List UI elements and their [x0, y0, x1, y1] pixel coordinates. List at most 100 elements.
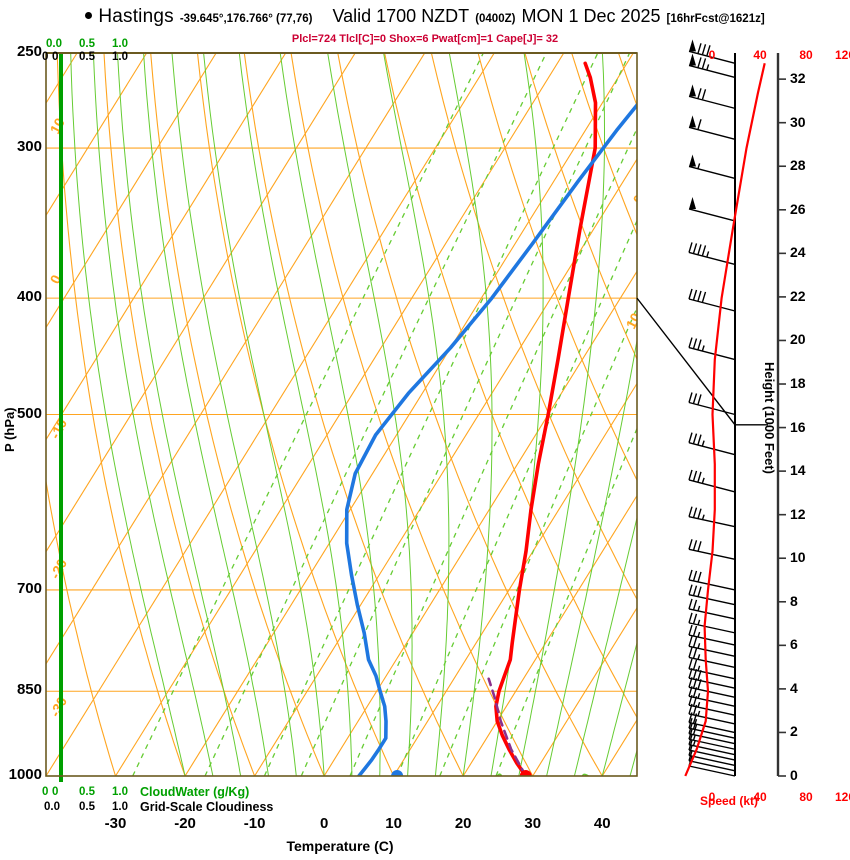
dry-adiabat-line	[384, 53, 637, 719]
moist-adiabat-line	[546, 337, 637, 776]
valid-time: Valid 1700 NZDT	[332, 6, 470, 26]
wind-barb	[688, 539, 736, 560]
height-tick-26: 26	[790, 200, 806, 217]
moist-adiabat-line	[601, 640, 637, 776]
valid-date: MON 1 Dec 2025	[521, 6, 661, 26]
isotherm-line	[254, 158, 637, 776]
top-cloudiness-tick-0: 0	[42, 51, 49, 63]
wind-barb	[688, 636, 736, 658]
isotherm-label-right: 10	[623, 310, 645, 331]
wind-barb	[688, 612, 736, 634]
dry-adiabat-line	[56, 53, 186, 776]
wind-barb	[688, 196, 736, 222]
moist-adiabat-line	[327, 53, 413, 776]
wind-barb	[688, 624, 736, 646]
height-tick-14: 14	[790, 462, 806, 479]
moist-adiabat-line	[279, 53, 381, 776]
parcel-trace	[487, 677, 528, 776]
temperature-axis-label: Temperature (C)	[286, 838, 394, 854]
isotherm-line	[184, 53, 634, 776]
wind-barb	[688, 469, 736, 493]
mixing-ratio-label: 3	[304, 777, 321, 790]
top-cloudiness-tick-1: 0	[52, 51, 59, 63]
mixing-ratio-label: 5	[379, 777, 396, 790]
valid-utc: (0400Z)	[475, 13, 516, 25]
dry-adiabat-line	[150, 53, 325, 776]
moist-adiabat-line	[143, 53, 269, 776]
moist-adiabat-line	[203, 53, 325, 776]
dry-adiabat-line	[103, 53, 256, 776]
temperature-tick--10: -10	[243, 815, 266, 832]
temperature-tick-10: 10	[385, 815, 402, 832]
temperature-tick--20: -20	[174, 815, 196, 832]
speed-tick-0-top: 0	[708, 48, 716, 62]
moist-adiabat-line	[448, 53, 493, 776]
height-tick-12: 12	[790, 505, 806, 522]
dry-adiabat-line	[46, 477, 117, 776]
station-coords: -39.645°,176.766° (77,76)	[179, 13, 313, 25]
height-tick-2: 2	[790, 723, 798, 740]
cloudwater-tick-0: 0	[42, 786, 49, 798]
surface-temperature-marker	[519, 770, 532, 776]
mixing-ratio-label: 8	[414, 777, 431, 790]
height-tick-4: 4	[790, 679, 798, 696]
station-name: Hastings	[98, 6, 174, 27]
temperature-tick-40: 40	[593, 815, 611, 832]
pressure-tick-1000: 1000	[8, 766, 42, 783]
isotherm-label-left: -30	[47, 694, 71, 720]
pressure-tick-400: 400	[16, 288, 42, 306]
wind-barb	[688, 115, 736, 140]
top-cloudwater-tick-0: 0.0	[46, 38, 62, 50]
isotherm-label-left: 10	[47, 115, 69, 136]
height-tick-28: 28	[790, 157, 806, 174]
height-tick-30: 30	[790, 113, 806, 130]
wind-barb	[688, 84, 736, 110]
pressure-tick-300: 300	[16, 138, 42, 156]
wind-speed-trace	[684, 63, 766, 777]
stability-indices: Plcl=724 Tlcl[C]=0 Shox=6 Pwat[cm]=1 Cap…	[291, 33, 559, 45]
moist-adiabat-line	[518, 53, 605, 776]
mixing-ratio-line	[204, 53, 547, 776]
chart-header: Hastings -39.645°,176.766° (77,76) Valid…	[0, 6, 850, 32]
mixing-ratio-line	[132, 53, 484, 776]
temperature-tick-20: 20	[454, 815, 472, 832]
mixing-ratio-line	[495, 426, 637, 776]
cloudwater-legend-title: CloudWater (g/Kg)	[140, 785, 250, 799]
height-tick-22: 22	[790, 287, 806, 304]
speed-tick-80-top: 80	[799, 48, 813, 62]
cloudiness-tick-2: 1.0	[112, 801, 128, 813]
speed-tick-40-bottom: 40	[753, 790, 767, 804]
dry-adiabat-line	[196, 53, 395, 776]
speed-tick-0-bottom: 0	[708, 790, 716, 804]
top-cloudwater-tick-1: 0.5	[79, 38, 95, 50]
isotherm-line	[532, 606, 637, 776]
temperature-tick--30: -30	[104, 815, 127, 832]
pressure-tick-500: 500	[16, 404, 42, 422]
cloudwater-tick-2: 0.5	[79, 786, 95, 798]
speed-tick-80-bottom: 80	[799, 790, 813, 804]
wind-barb	[688, 506, 736, 528]
height-tick-10: 10	[790, 549, 806, 566]
speed-tick-40-top: 40	[753, 48, 767, 62]
pressure-axis-label: P (hPa)	[2, 407, 17, 452]
wind-barb	[688, 154, 736, 180]
moist-adiabat-line	[238, 53, 353, 776]
isotherm-label-left: -20	[47, 556, 71, 582]
wind-barb-layer	[688, 39, 736, 777]
forecast-stamp: [16hrFcst@1621z]	[666, 13, 765, 25]
pressure-tick-250: 250	[16, 43, 42, 60]
isotherm-label-right: 30	[731, 465, 753, 486]
temperature-trace	[494, 61, 598, 776]
dry-adiabat-line	[477, 53, 637, 482]
wind-barb	[688, 288, 736, 312]
isotherm-label-left: -10	[47, 416, 71, 442]
height-tick-24: 24	[790, 244, 806, 261]
isotherm-line	[46, 53, 495, 776]
moist-adiabat-line	[117, 53, 242, 776]
height-tick-18: 18	[790, 375, 806, 391]
temperature-tick-0: 0	[319, 815, 329, 832]
height-tick-20: 20	[790, 331, 806, 348]
wind-barb	[688, 598, 736, 620]
pressure-tick-850: 850	[16, 681, 42, 699]
